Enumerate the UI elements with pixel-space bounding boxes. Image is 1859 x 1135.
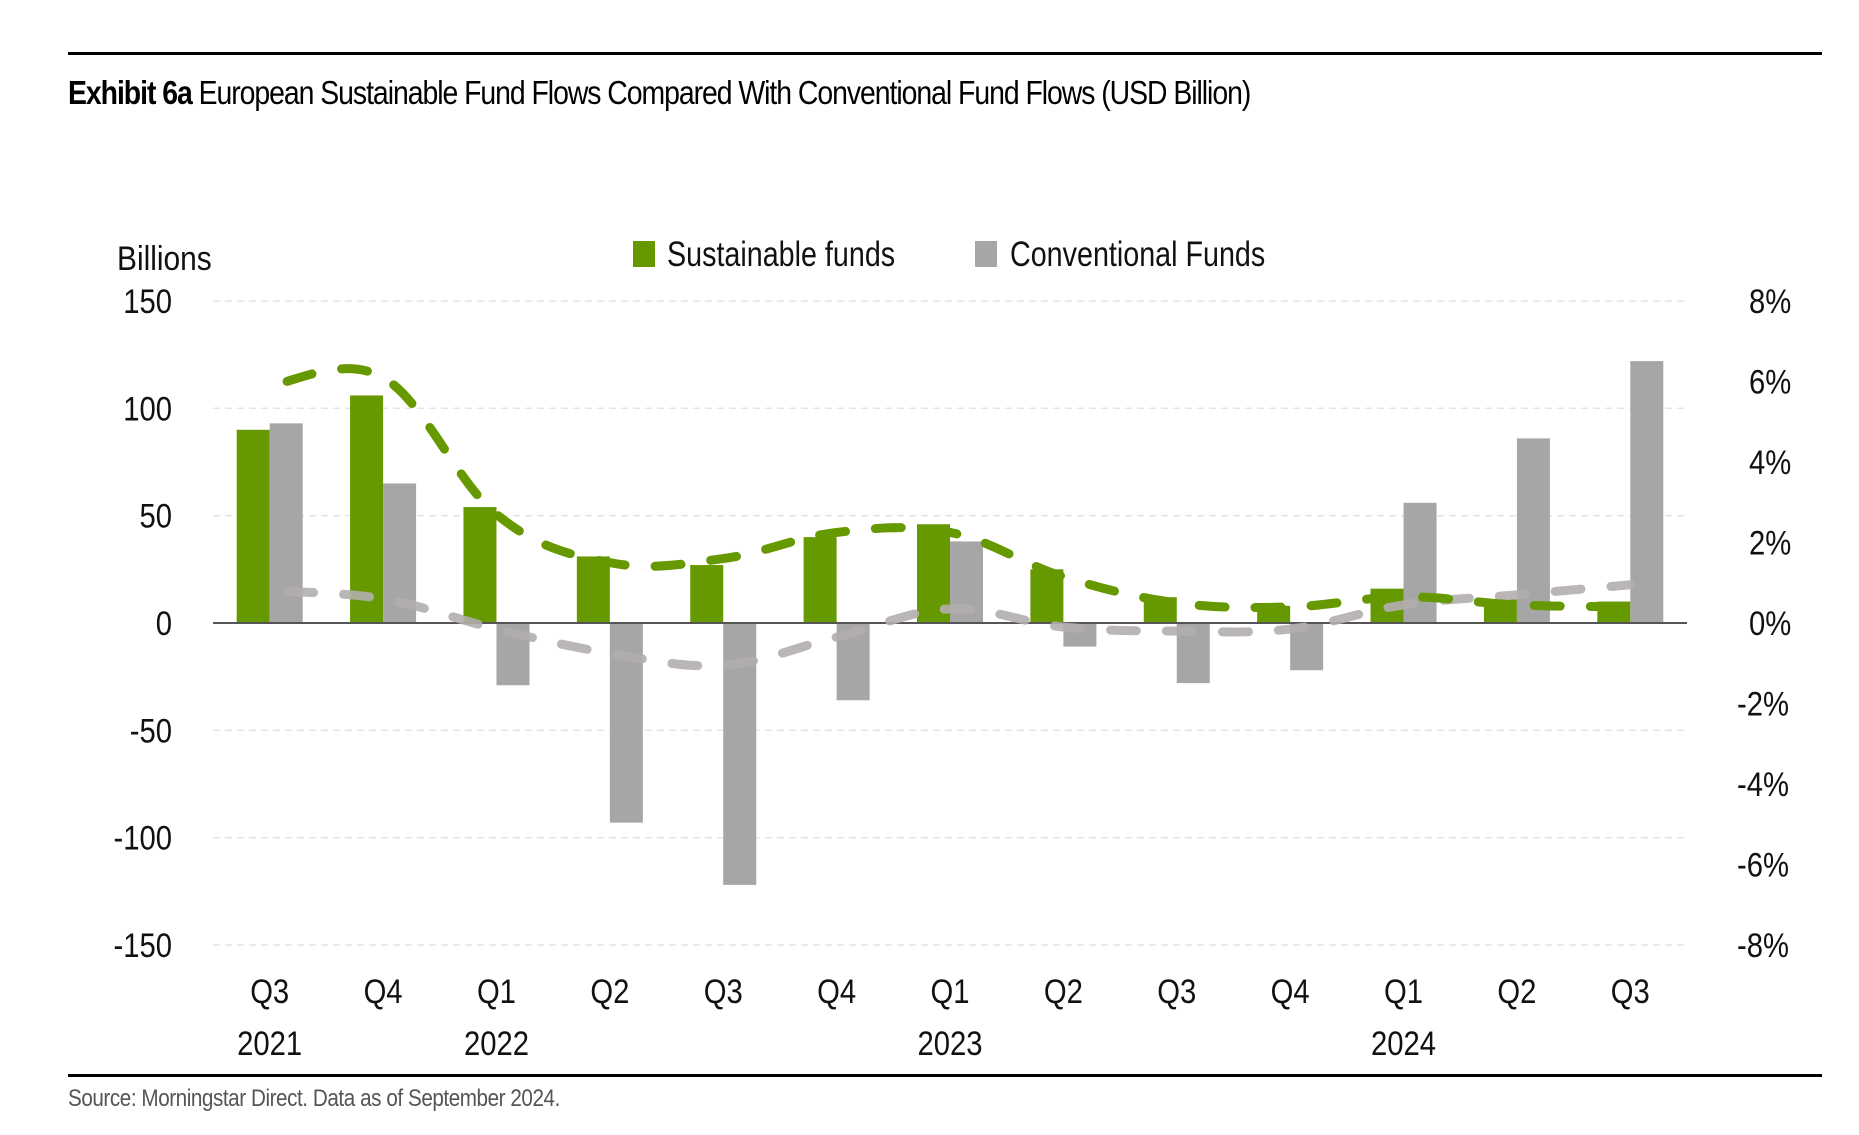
bottom-rule <box>68 1074 1822 1077</box>
x-tick-label-year: 2023 <box>917 1024 982 1063</box>
x-tick-label-quarter: Q4 <box>364 972 403 1011</box>
bars <box>236 361 1664 885</box>
x-tick-label-quarter: Q4 <box>1271 972 1310 1011</box>
bar-sustainable <box>350 395 384 623</box>
legend-label-conventional: Conventional Funds <box>1010 234 1265 273</box>
y-axis-left: 150 100 50 0 -50 -100 -150 <box>114 282 172 965</box>
y-tick-label: -50 <box>130 711 172 750</box>
legend-swatch-sustainable <box>633 241 655 267</box>
y2-tick-label: -4% <box>1737 765 1789 804</box>
x-tick-label-year: 2024 <box>1371 1024 1436 1063</box>
line-sustainable-rate <box>265 364 1635 613</box>
x-tick-label-quarter: Q2 <box>1497 972 1536 1011</box>
legend: Sustainable funds Conventional Funds <box>633 234 1265 274</box>
y2-tick-label: 2% <box>1749 523 1791 562</box>
y2-tick-label: 6% <box>1749 362 1791 401</box>
line-conventional-rate <box>265 580 1635 671</box>
legend-label-sustainable: Sustainable funds <box>667 234 895 273</box>
rate-lines <box>265 364 1635 671</box>
x-tick-label-quarter: Q1 <box>1384 972 1423 1011</box>
y-axis-right: 8% 6% 4% 2% 0% -2% -4% -6% -8% <box>1737 282 1791 965</box>
x-tick-label-quarter: Q3 <box>704 972 743 1011</box>
title-text: European Sustainable Fund Flows Compared… <box>198 74 1252 111</box>
x-tick-label-year: 2021 <box>237 1024 302 1063</box>
y2-tick-label: -2% <box>1737 684 1789 723</box>
y2-tick-label: 0% <box>1749 604 1791 643</box>
bar-sustainable <box>803 537 837 623</box>
x-tick-label-quarter: Q2 <box>1044 972 1083 1011</box>
bar-sustainable <box>463 507 497 623</box>
x-tick-label-quarter: Q2 <box>590 972 629 1011</box>
x-tick-label-year: 2022 <box>464 1024 529 1063</box>
y-tick-label: -100 <box>114 819 172 858</box>
bar-conventional <box>1630 361 1664 623</box>
y-tick-label: -150 <box>114 926 172 965</box>
exhibit-label: Exhibit 6a <box>68 74 193 111</box>
source-note: Source: Morningstar Direct. Data as of S… <box>68 1085 560 1112</box>
y-tick-label: 150 <box>123 282 172 321</box>
x-tick-label-quarter: Q1 <box>931 972 970 1011</box>
y2-tick-label: 4% <box>1749 443 1791 482</box>
y-tick-label: 100 <box>123 389 172 428</box>
bar-sustainable <box>236 429 270 623</box>
x-tick-label-quarter: Q3 <box>250 972 289 1011</box>
x-tick-label-quarter: Q3 <box>1611 972 1650 1011</box>
y-tick-label: 50 <box>139 497 172 536</box>
x-tick-label-quarter: Q4 <box>817 972 856 1011</box>
y2-tick-label: 8% <box>1749 282 1791 321</box>
y2-tick-label: -6% <box>1737 845 1789 884</box>
bar-sustainable <box>576 556 610 623</box>
bar-sustainable <box>690 565 724 623</box>
y-axis-title: Billions <box>117 239 212 277</box>
gridlines <box>213 300 1687 946</box>
x-tick-label-quarter: Q1 <box>477 972 516 1011</box>
x-tick-label-quarter: Q3 <box>1157 972 1196 1011</box>
chart-title: Exhibit 6a European Sustainable Fund Flo… <box>68 74 1252 112</box>
y-tick-label: 0 <box>156 604 172 643</box>
y2-tick-label: -8% <box>1737 926 1789 965</box>
legend-swatch-conventional <box>975 241 997 267</box>
top-rule <box>68 52 1822 55</box>
x-axis: Q3 2021 Q4 Q1 2022 Q2 Q3 Q4 Q1 2023 Q2 Q3 Q4 Q1 2024 Q2… <box>237 972 1650 1063</box>
